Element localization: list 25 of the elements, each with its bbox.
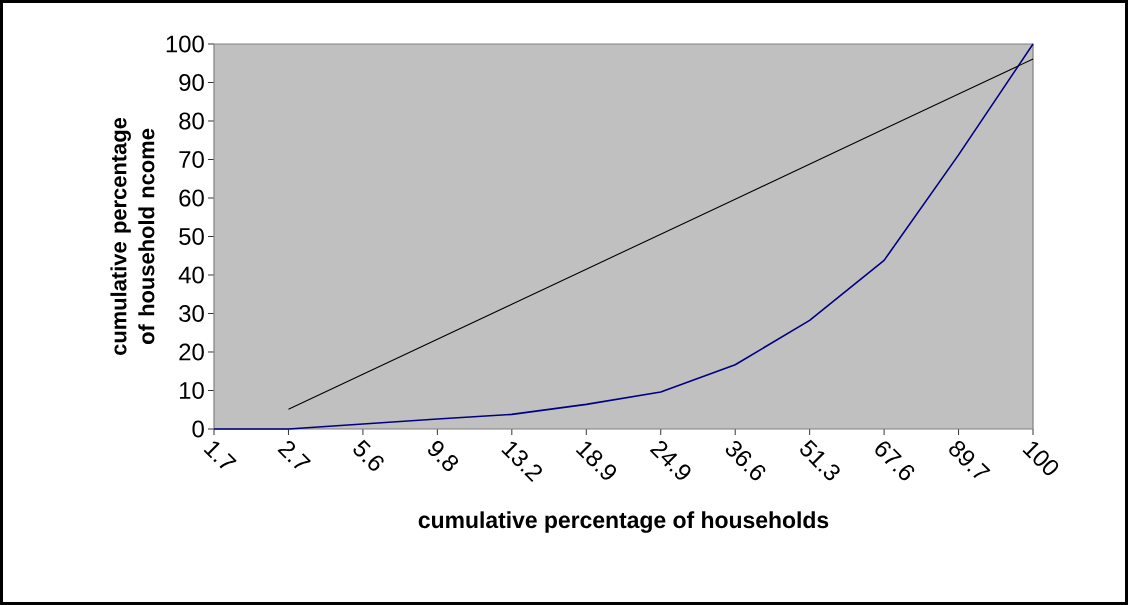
- x-tick-label: 1.7: [203, 441, 237, 469]
- y-tick-label: 40: [178, 266, 204, 284]
- line-series: [213, 43, 1034, 430]
- y-tick-label: 30: [179, 305, 204, 322]
- x-tick-label: 36.6: [725, 440, 766, 481]
- x-tick-label: 2.7: [277, 441, 311, 469]
- y-tick-label: 100: [166, 35, 204, 53]
- x-tick-label: 67.6: [875, 441, 915, 481]
- y-tick-label: 90: [179, 74, 204, 91]
- x-tick-label: 89.7: [949, 440, 991, 478]
- y-tick-label: 70: [179, 151, 204, 168]
- y-tick-label: 0: [192, 420, 204, 438]
- y-tick-label: 20: [179, 343, 204, 361]
- x-tick-label: 100: [1022, 441, 1059, 476]
- y-tick-label: 10: [180, 382, 204, 399]
- y-axis-title: cumulative percentage of household ncome: [110, 117, 155, 356]
- x-tick-label: 13.2: [501, 441, 542, 482]
- x-tick-label: 9.8: [428, 440, 459, 471]
- y-tick-label: 80: [179, 112, 204, 130]
- y-tick-label: 60: [179, 189, 204, 207]
- x-tick-label: 24.9: [649, 441, 691, 480]
- y-tick-label: 50: [179, 228, 204, 245]
- x-tick-label: 18.9: [575, 441, 617, 480]
- x-tick-label: 5.6: [353, 439, 384, 471]
- x-axis-title: cumulative percentage of households: [418, 511, 829, 533]
